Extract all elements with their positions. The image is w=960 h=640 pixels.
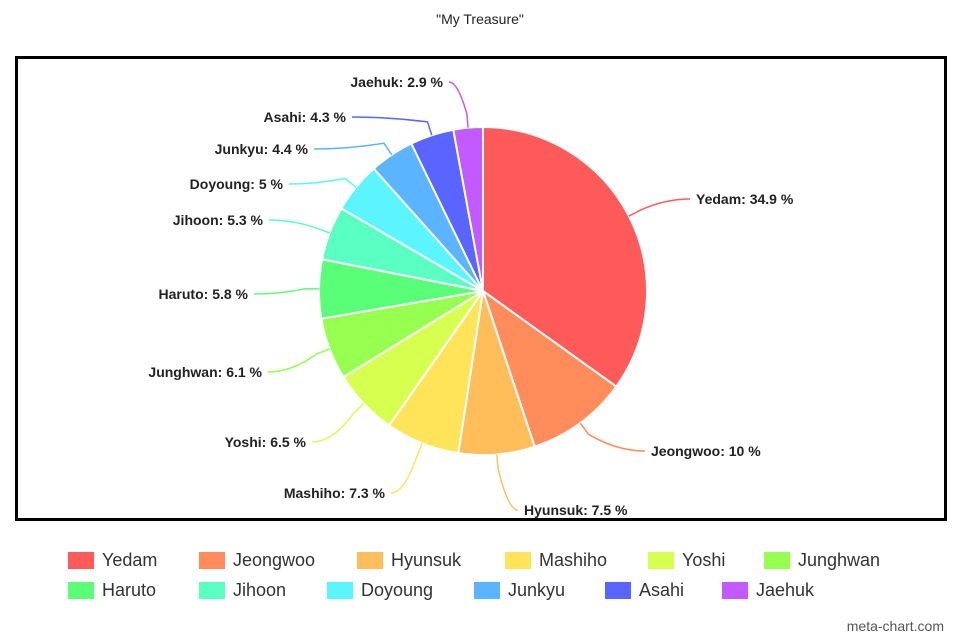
pie-slice-jeongwoo[interactable] bbox=[481, 288, 618, 448]
pie-slice-yedam[interactable] bbox=[482, 125, 648, 388]
legend-label: Jaehuk bbox=[756, 580, 815, 600]
legend-swatch bbox=[357, 552, 383, 569]
leader-line-junghwan bbox=[267, 348, 330, 373]
leader-line-mashiho bbox=[390, 443, 423, 494]
legend-item-jeongwoo[interactable]: Jeongwoo bbox=[199, 550, 315, 571]
slice-label-hyunsuk: Hyunsuk: 7.5 % bbox=[524, 502, 628, 518]
legend-swatch bbox=[199, 552, 225, 569]
legend-item-mashiho[interactable]: Mashiho bbox=[505, 550, 607, 571]
legend-label: Junkyu bbox=[508, 580, 566, 600]
legend-swatch bbox=[505, 552, 531, 569]
legend-item-doyoung[interactable]: Doyoung bbox=[327, 580, 433, 601]
legend-label: Yoshi bbox=[682, 550, 726, 570]
leader-line-doyoung bbox=[288, 177, 357, 188]
legend-item-junkyu[interactable]: Junkyu bbox=[474, 580, 565, 601]
legend-swatch bbox=[327, 582, 353, 599]
slice-label-jeongwoo: Jeongwoo: 10 % bbox=[651, 443, 761, 459]
legend-item-jaehuk[interactable]: Jaehuk bbox=[722, 580, 814, 601]
slice-label-asahi: Asahi: 4.3 % bbox=[264, 109, 347, 125]
leader-line-jaehuk bbox=[448, 81, 469, 128]
legend-label: Junghwan bbox=[798, 550, 881, 570]
leader-line-jeongwoo bbox=[579, 422, 646, 452]
legend-label: Jihoon bbox=[233, 580, 287, 600]
legend-swatch bbox=[68, 582, 94, 599]
legend-swatch bbox=[68, 552, 94, 569]
legend-item-asahi[interactable]: Asahi bbox=[605, 580, 684, 601]
leader-line-yoshi bbox=[311, 403, 365, 443]
plot-area: Yedam: 34.9 % Jeongwoo: 10 % Hyunsuk: 7.5 … bbox=[15, 56, 947, 521]
legend-swatch bbox=[648, 552, 674, 569]
leader-line-jihoon bbox=[268, 219, 330, 234]
legend-label: Yedam bbox=[102, 550, 158, 570]
legend-item-junghwan[interactable]: Junghwan bbox=[764, 550, 880, 571]
legend-item-hyunsuk[interactable]: Hyunsuk bbox=[357, 550, 461, 571]
legend-item-yoshi[interactable]: Yoshi bbox=[648, 550, 725, 571]
legend-label: Haruto bbox=[102, 580, 157, 600]
legend-item-yedam[interactable]: Yedam bbox=[68, 550, 157, 571]
legend-label: Hyunsuk bbox=[391, 550, 462, 570]
leader-line-junkyu bbox=[313, 142, 393, 156]
slice-label-mashiho: Mashiho: 7.3 % bbox=[284, 485, 386, 501]
legend-swatch bbox=[722, 582, 748, 599]
legend-label: Doyoung bbox=[361, 580, 434, 600]
legend-item-haruto[interactable]: Haruto bbox=[68, 580, 156, 601]
legend-swatch bbox=[199, 582, 225, 599]
leader-line-haruto bbox=[253, 288, 320, 295]
slice-label-jihoon: Jihoon: 5.3 % bbox=[173, 212, 264, 228]
slice-label-junkyu: Junkyu: 4.4 % bbox=[215, 141, 309, 157]
slice-label-yoshi: Yoshi: 6.5 % bbox=[225, 434, 307, 450]
leader-line-asahi bbox=[351, 116, 433, 136]
slice-label-doyoung: Doyoung: 5 % bbox=[190, 176, 284, 192]
leader-line-hyunsuk bbox=[496, 454, 519, 511]
legend-swatch bbox=[764, 552, 790, 569]
legend-label: Jeongwoo bbox=[233, 550, 316, 570]
legend-label: Asahi bbox=[639, 580, 685, 600]
watermark: meta-chart.com bbox=[846, 618, 944, 634]
chart-title: "My Treasure" bbox=[436, 11, 524, 27]
legend-item-jihoon[interactable]: Jihoon bbox=[199, 580, 286, 601]
slice-label-haruto: Haruto: 5.8 % bbox=[159, 286, 249, 302]
slice-label-junghwan: Junghwan: 6.1 % bbox=[148, 364, 262, 380]
leader-line-yedam bbox=[628, 198, 691, 217]
legend-swatch bbox=[474, 582, 500, 599]
slice-label-yedam: Yedam: 34.9 % bbox=[696, 191, 794, 207]
legend-label: Mashiho bbox=[539, 550, 608, 570]
pie-chart: Yedam: 34.9 % Jeongwoo: 10 % Hyunsuk: 7.5 … bbox=[148, 74, 794, 518]
slice-label-jaehuk: Jaehuk: 2.9 % bbox=[350, 74, 443, 90]
legend-swatch bbox=[605, 582, 631, 599]
